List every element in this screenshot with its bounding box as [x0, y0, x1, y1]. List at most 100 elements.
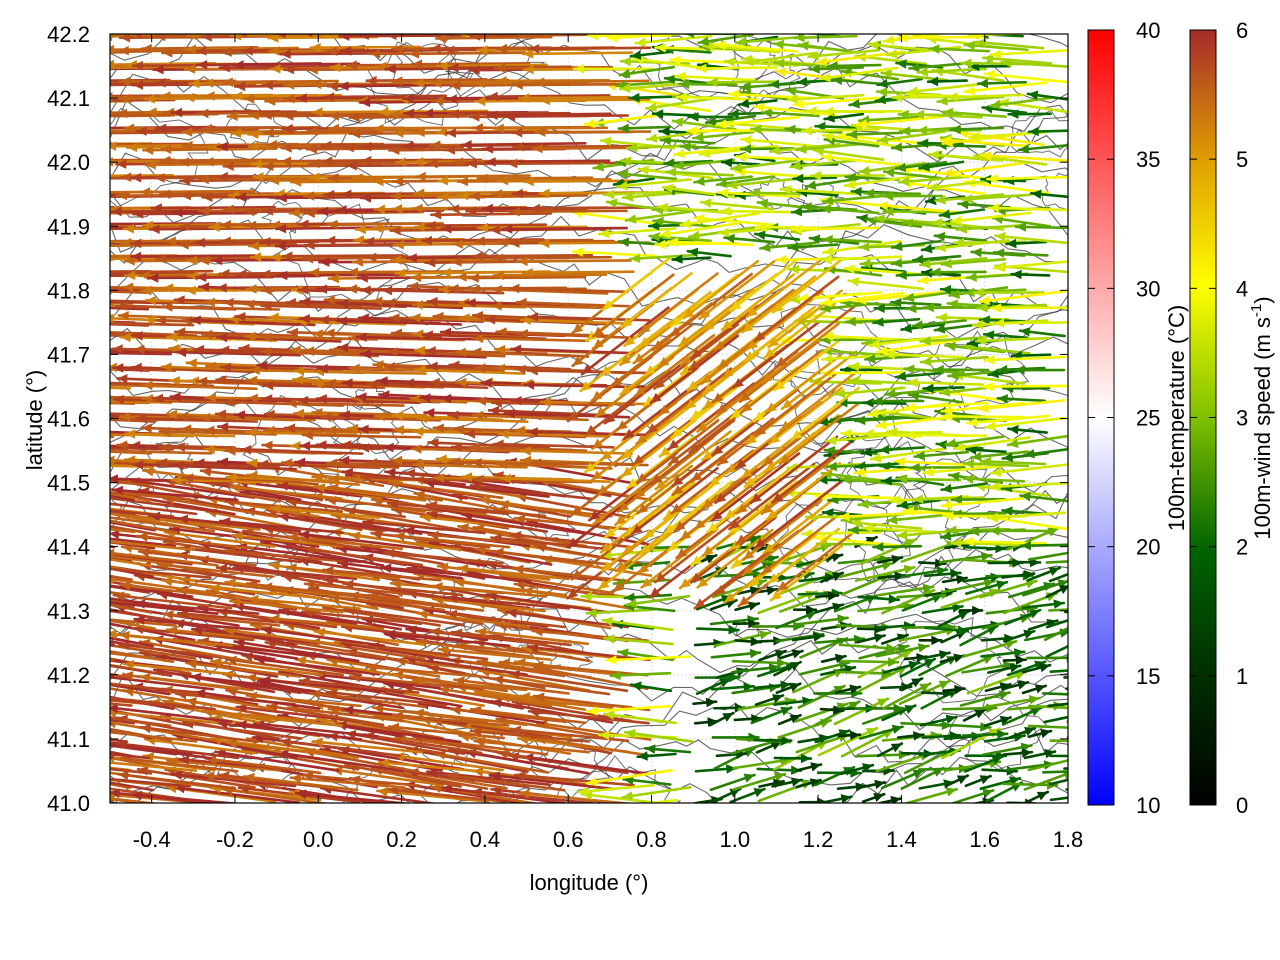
wind-arrow-head: [1114, 705, 1124, 715]
wind-arrow-head: [8, 412, 18, 422]
wind-arrow-head: [904, 539, 916, 548]
wind-arrow-head: [270, 252, 281, 263]
wind-arrow-shaft: [0, 335, 106, 339]
wind-arrow-head: [182, 316, 193, 326]
wind-arrow-head: [110, 529, 120, 540]
wind-arrow-head: [35, 344, 45, 354]
wind-arrow-head: [674, 148, 685, 159]
wind-arrow-head: [953, 653, 965, 663]
wind-arrow-head: [928, 182, 939, 192]
wind-arrow-head: [904, 292, 915, 303]
wind-arrow-head: [110, 92, 113, 102]
wind-arrow-head: [116, 159, 127, 169]
wind-arrow-head: [766, 402, 777, 413]
wind-arrow-head: [366, 662, 378, 673]
wind-arrow-head: [11, 128, 21, 138]
wind-arrow-head: [774, 380, 786, 391]
wind-arrow-head: [532, 143, 543, 154]
wind-arrow-head: [620, 354, 632, 365]
wind-arrow-shaft: [753, 105, 837, 117]
wind-arrow-head: [53, 456, 63, 466]
wind-arrow-head: [996, 580, 1007, 590]
wind-arrow-head: [391, 191, 401, 201]
wind-arrow-head: [346, 160, 357, 171]
wind-arrow-head: [952, 802, 954, 803]
wind-arrow-head: [890, 743, 902, 753]
wind-arrow-head: [78, 394, 88, 404]
wind-arrow-shaft: [472, 336, 590, 343]
wind-arrow-head: [823, 246, 834, 256]
wind-arrow-head: [919, 162, 930, 172]
wind-arrow-head: [881, 69, 892, 79]
wind-arrow-shaft: [110, 222, 217, 226]
wind-arrow-head: [748, 601, 759, 611]
wind-arrow-shaft: [754, 372, 838, 437]
wind-arrow-head: [422, 235, 433, 246]
wind-arrow-head: [1009, 663, 1021, 673]
wind-arrow-shaft: [858, 162, 926, 174]
wind-arrow-head: [340, 410, 351, 420]
wind-arrow-head: [330, 62, 341, 73]
wind-arrow-head: [511, 531, 522, 541]
wind-arrow-head: [788, 264, 799, 275]
wind-arrow-head: [592, 438, 604, 449]
y-tick-label: 41.6: [47, 407, 90, 432]
wind-arrow-head: [21, 253, 31, 263]
wind-arrow-head: [768, 663, 780, 673]
wind-arrow-head: [161, 362, 172, 372]
wind-arrow-head: [740, 82, 751, 92]
wind-arrow-head: [189, 376, 200, 386]
wind-arrow-head: [0, 591, 9, 601]
wind-arrow-head: [470, 34, 481, 41]
wind-arrow-head: [887, 515, 898, 525]
wind-arrow-head: [174, 442, 185, 452]
wind-arrow-head: [649, 587, 661, 598]
wind-arrow-head: [439, 284, 450, 295]
wind-arrow-head: [285, 298, 296, 308]
wind-arrow-head: [500, 473, 511, 484]
wind-arrow-head: [203, 78, 214, 88]
wind-arrow-shaft: [277, 751, 405, 773]
wind-arrow-shaft: [110, 412, 171, 417]
wind-arrow-head: [220, 236, 231, 246]
wind-arrow-head: [415, 365, 426, 375]
wind-arrow-head: [0, 578, 8, 588]
wind-arrow-shaft: [534, 736, 650, 757]
contour-line: [110, 459, 1068, 521]
wind-arrow-head: [665, 74, 676, 85]
wind-arrow-shaft: [133, 617, 260, 632]
wind-arrow-head: [941, 500, 952, 510]
wind-arrow-shaft: [322, 94, 447, 99]
wind-arrow-shaft: [745, 259, 822, 318]
wind-arrow-head: [959, 23, 969, 32]
wind-arrow-head: [173, 460, 184, 471]
wind-arrow-shaft: [868, 334, 949, 347]
wind-arrow-head: [85, 254, 95, 264]
wind-arrow-head: [244, 94, 255, 104]
wind-arrow-head: [892, 241, 903, 251]
wind-arrow-head: [1030, 707, 1042, 717]
wind-arrow-head: [348, 423, 359, 434]
wind-arrow-head: [184, 92, 195, 103]
wind-arrow-head: [954, 442, 965, 452]
wind-arrow-head: [190, 672, 202, 683]
wind-arrow-shaft: [325, 690, 448, 707]
wind-arrow-shaft: [533, 79, 650, 84]
wind-arrow-head: [574, 64, 584, 74]
wind-arrow-head: [391, 579, 402, 589]
wind-arrow-head: [206, 361, 217, 372]
wind-arrow-head: [265, 96, 276, 106]
wind-arrow-head: [721, 319, 733, 330]
wind-arrow-head: [867, 408, 879, 418]
wind-arrow-head: [905, 430, 916, 440]
contour-line: [110, 576, 1068, 641]
wind-arrow-head: [452, 442, 462, 453]
wind-arrow-head: [411, 394, 422, 404]
wind-arrow-shaft: [1045, 618, 1068, 629]
wind-arrow-head: [908, 660, 920, 671]
wind-arrow-shaft: [110, 574, 133, 581]
wind-arrow-head: [313, 329, 323, 339]
wind-arrow-head: [616, 561, 627, 572]
wind-arrow-head: [615, 514, 627, 525]
wind-arrow-head: [906, 303, 917, 314]
